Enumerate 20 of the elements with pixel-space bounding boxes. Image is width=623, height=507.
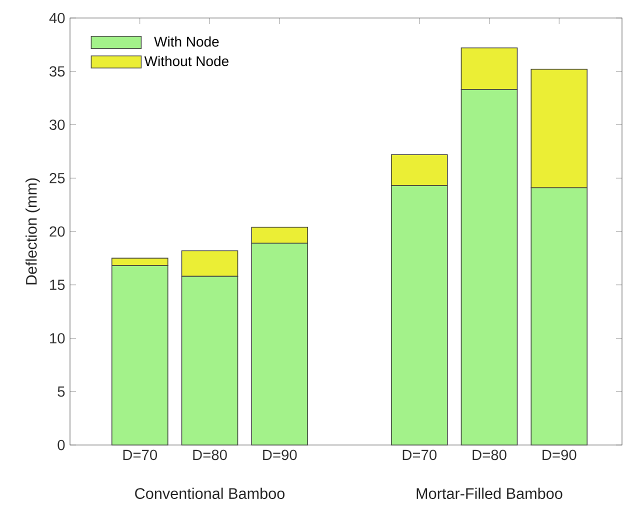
x-tick-label: D=80 xyxy=(193,450,227,460)
y-tick-label: 35 xyxy=(50,66,65,77)
text: Conventional Bamboo xyxy=(135,488,285,499)
y-tick-label: 30 xyxy=(50,120,65,130)
legend-label: Without Node xyxy=(144,56,228,66)
y-axis-title: Deflection (mm) xyxy=(26,178,40,284)
y-tick-label: 10 xyxy=(50,333,65,344)
y-tick-label: 40 xyxy=(49,12,65,24)
y-tick-label: 5 xyxy=(58,386,65,397)
y-tick-label: 20 xyxy=(50,226,65,237)
x-tick-label: D=70 xyxy=(402,450,437,460)
x-tick-label: D=80 xyxy=(472,450,506,460)
y-tick-label: 15 xyxy=(50,280,65,290)
text: Mortar-Filled Bamboo xyxy=(416,488,562,499)
x-tick-label: D=90 xyxy=(542,450,576,460)
y-tick-label: 25 xyxy=(50,172,65,184)
y-tick-label: 0 xyxy=(58,440,65,450)
x-tick-label: D=70 xyxy=(123,450,158,460)
x-tick-label: D=90 xyxy=(263,450,297,460)
legend-label: With Node xyxy=(154,36,219,47)
